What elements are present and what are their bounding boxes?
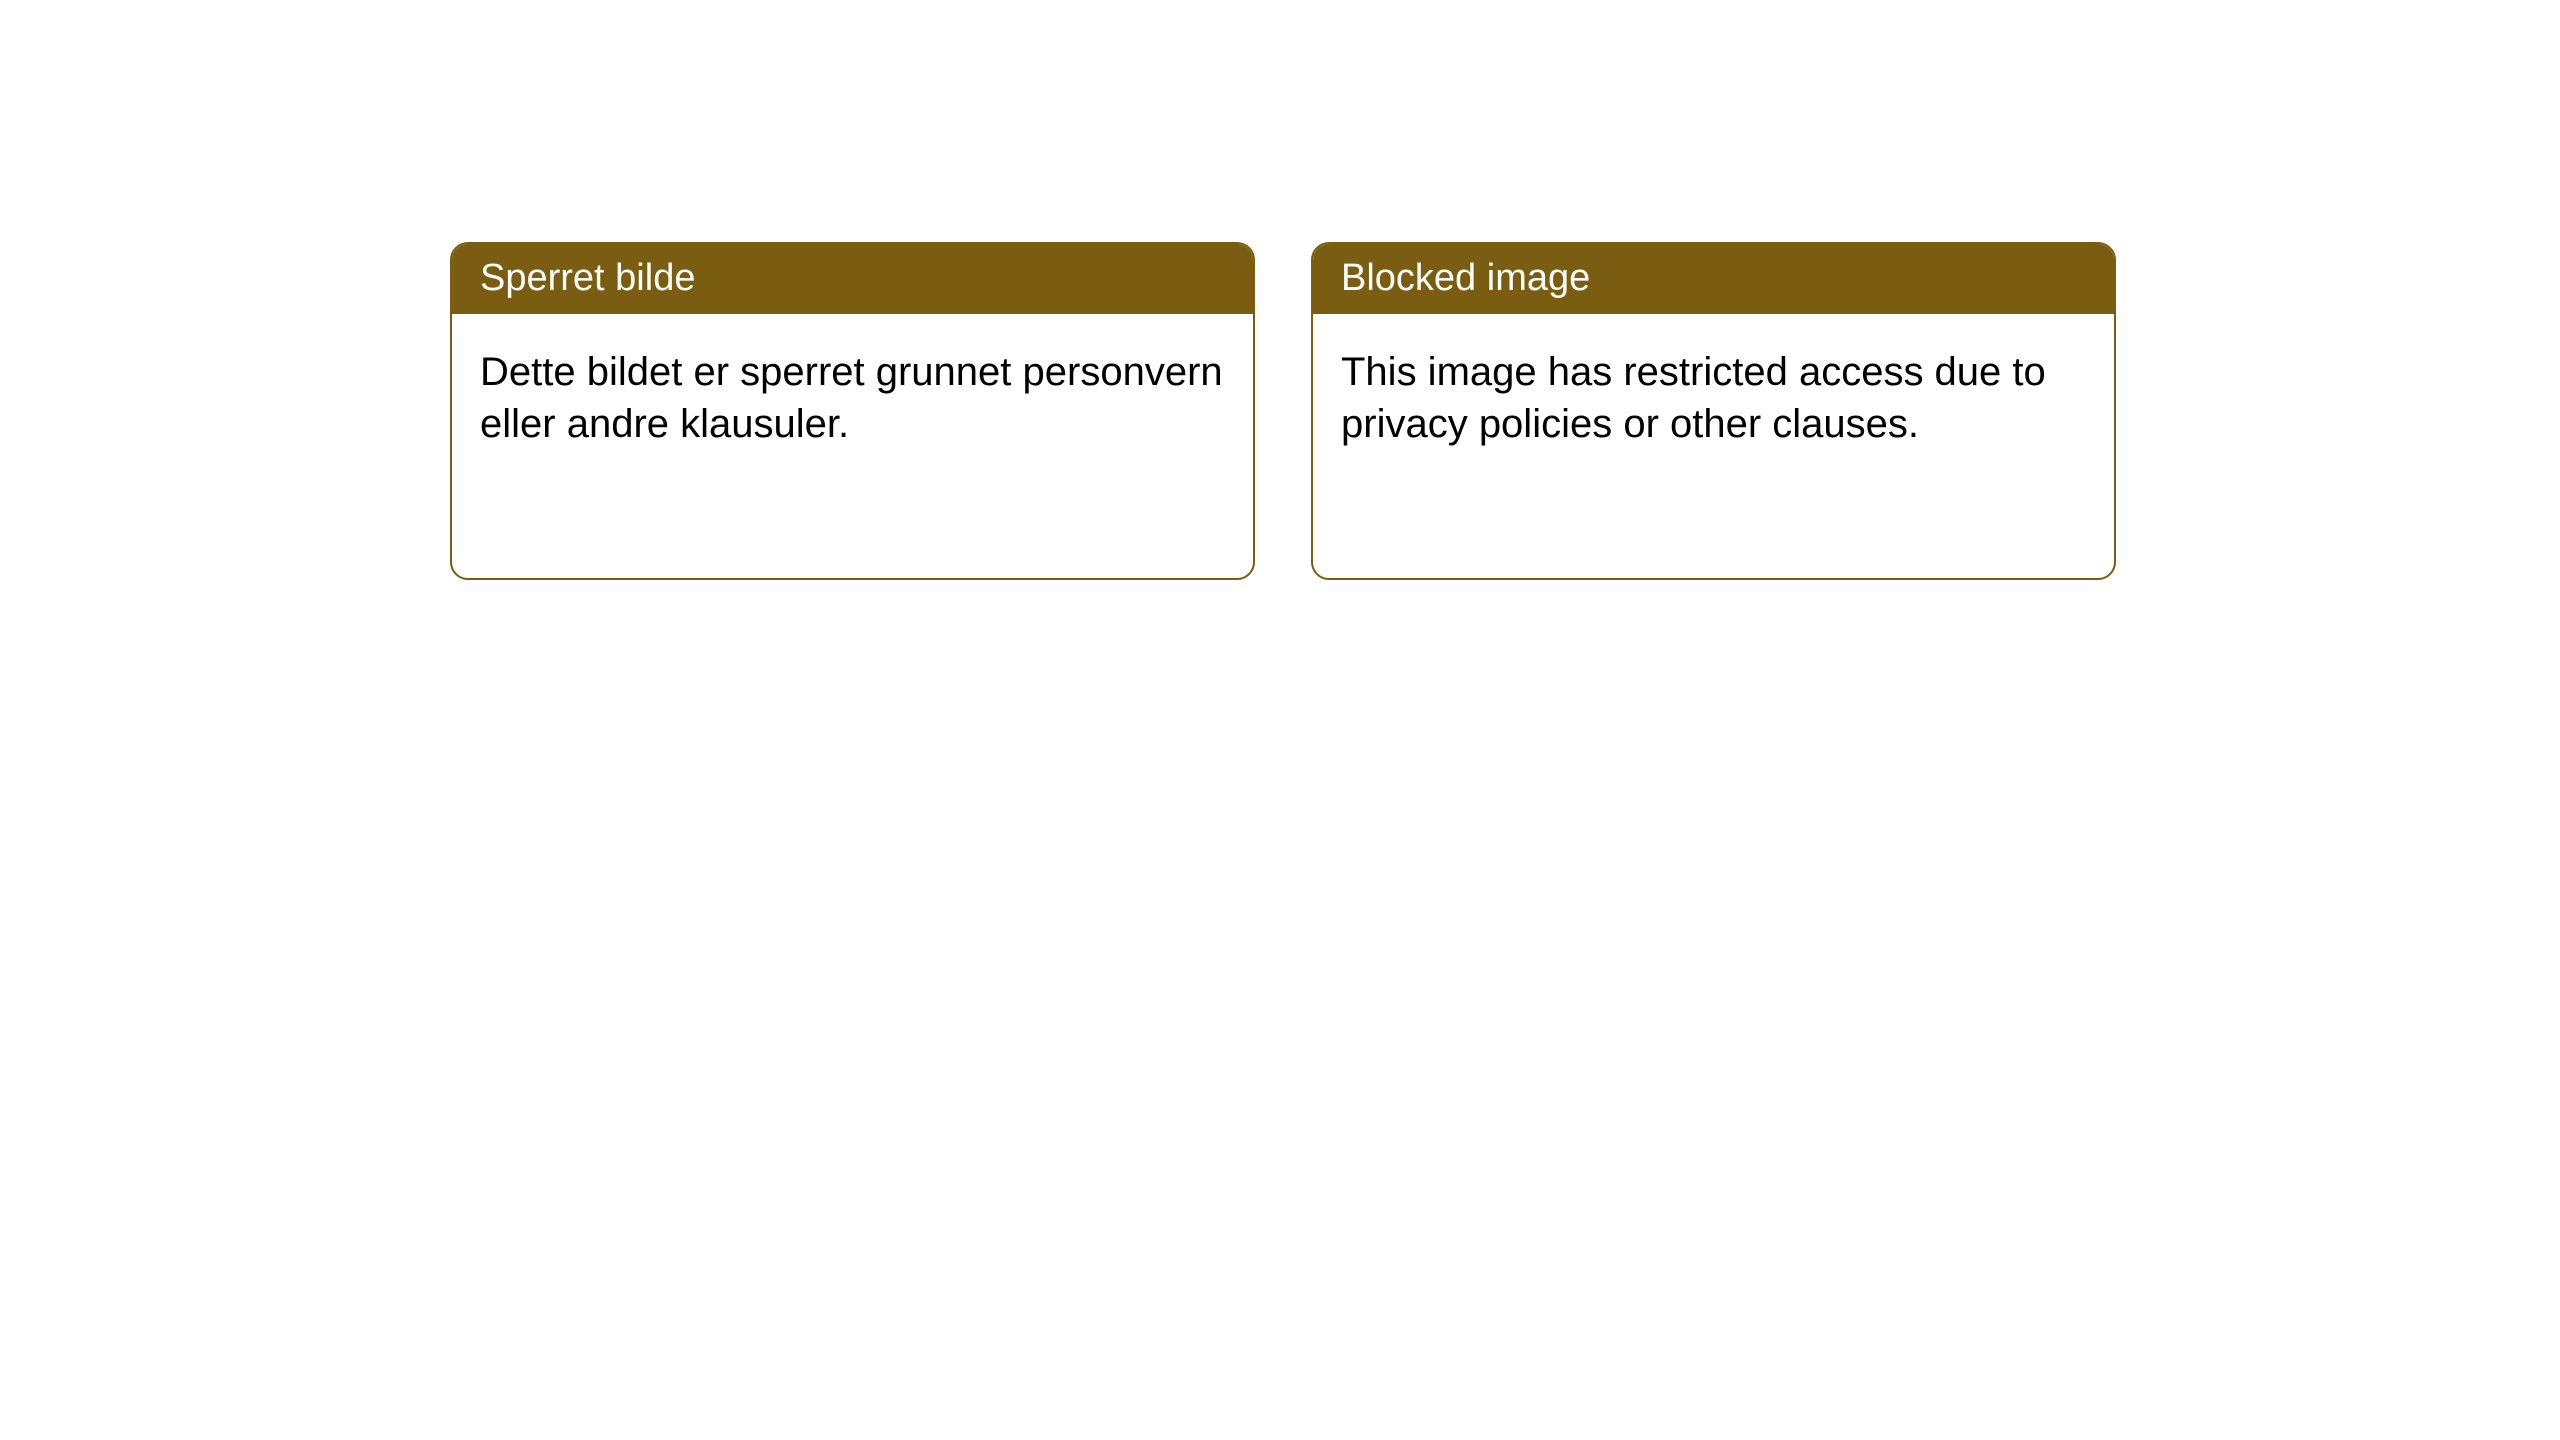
notice-card-english: Blocked image This image has restricted … [1311,242,2116,580]
notice-body-text: This image has restricted access due to … [1341,350,2046,447]
notice-body: This image has restricted access due to … [1313,314,2114,484]
notice-body-text: Dette bildet er sperret grunnet personve… [480,350,1223,447]
notice-card-norwegian: Sperret bilde Dette bildet er sperret gr… [450,242,1255,580]
notice-title: Blocked image [1341,257,1590,299]
notice-body: Dette bildet er sperret grunnet personve… [452,314,1253,484]
notice-header: Sperret bilde [452,244,1253,314]
notice-container: Sperret bilde Dette bildet er sperret gr… [0,0,2560,580]
notice-title: Sperret bilde [480,257,695,299]
notice-header: Blocked image [1313,244,2114,314]
